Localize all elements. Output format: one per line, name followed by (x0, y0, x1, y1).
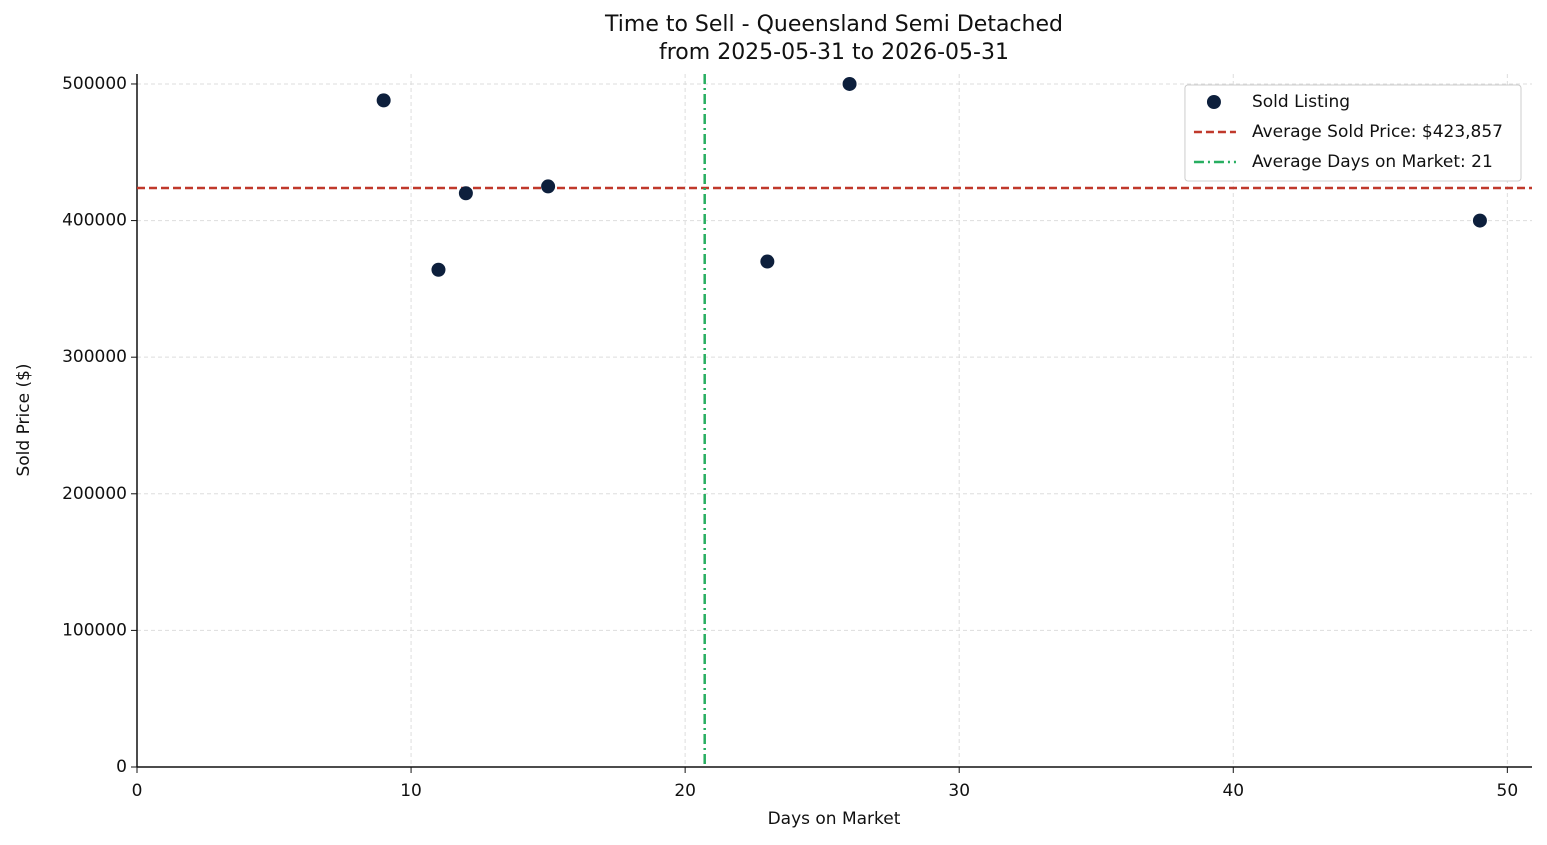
x-tick-label: 0 (132, 781, 143, 801)
point (1472, 213, 1487, 228)
legend-label: Average Days on Market: 21 (1252, 152, 1493, 172)
x-tick-label: 10 (400, 781, 422, 801)
legend: Sold Listing Average Sold Price: $423,857… (1184, 84, 1522, 182)
y-tick-label: 500000 (62, 74, 127, 94)
point (431, 262, 446, 277)
y-tick-label: 300000 (62, 347, 127, 367)
x-tick-label: 30 (948, 781, 970, 801)
point (541, 179, 556, 194)
legend-label: Sold Listing (1252, 92, 1350, 112)
x-axis-label: Days on Market (768, 809, 901, 829)
y-tick-label: 0 (116, 757, 127, 777)
chart-subtitle: from 2025-05-31 to 2026-05-31 (659, 40, 1009, 65)
point (376, 93, 391, 108)
legend-marker (1206, 95, 1221, 109)
x-tick-label: 50 (1497, 781, 1519, 801)
legend-label: Average Sold Price: $423,857 (1252, 122, 1503, 142)
legend-box (1184, 84, 1522, 182)
x-tick-label: 40 (1222, 781, 1244, 801)
y-tick-label: 200000 (62, 484, 127, 504)
y-axis-label: Sold Price ($) (14, 363, 34, 476)
chart-title: Time to Sell - Queensland Semi Detached (604, 12, 1063, 37)
point (458, 186, 473, 201)
point (760, 254, 775, 269)
y-tick-label: 400000 (62, 211, 127, 231)
point (842, 76, 857, 91)
x-tick-label: 20 (674, 781, 696, 801)
y-tick-label: 100000 (62, 620, 127, 640)
